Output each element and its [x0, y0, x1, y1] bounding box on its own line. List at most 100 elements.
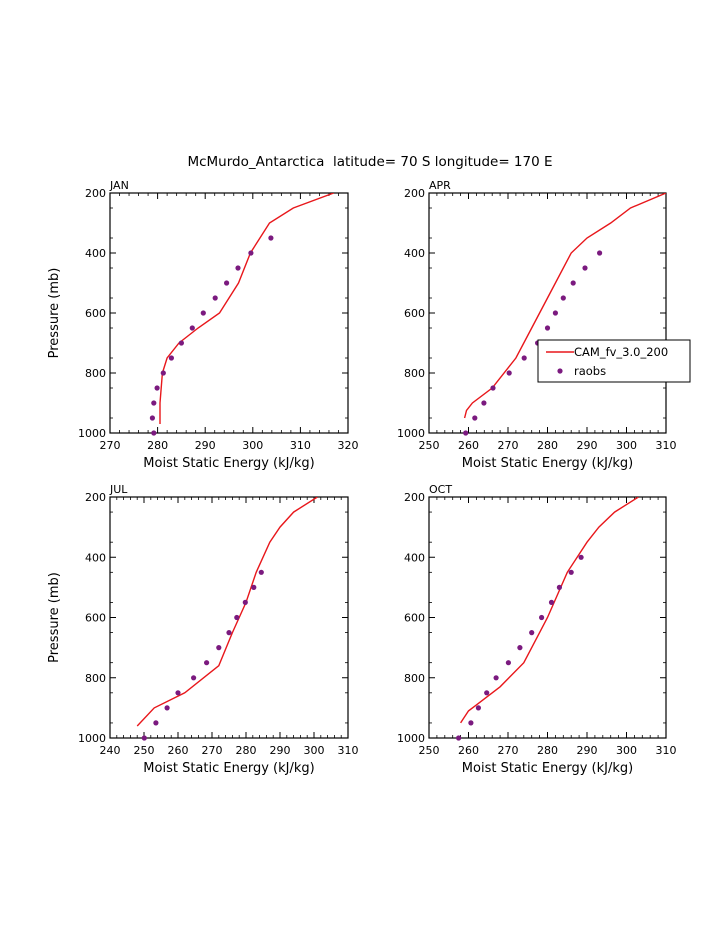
raobs-point: [463, 430, 469, 436]
raobs-point: [468, 720, 474, 726]
x-tick-label: 270: [100, 439, 121, 452]
raobs-point: [529, 630, 535, 636]
raobs-point: [481, 400, 487, 406]
raobs-point: [548, 599, 555, 606]
y-tick-label: 200: [404, 491, 425, 504]
raobs-point: [151, 430, 157, 436]
model-line: [460, 497, 639, 724]
raobs-point: [521, 355, 527, 361]
raobs-point: [251, 584, 257, 591]
y-tick-label: 1000: [397, 427, 425, 440]
x-tick-label: 280: [537, 439, 558, 452]
x-tick-label: 260: [458, 744, 479, 757]
raobs-point: [578, 554, 584, 560]
raobs-point: [568, 569, 574, 575]
x-tick-label: 250: [419, 744, 440, 757]
raobs-point: [212, 295, 218, 301]
raobs-point: [235, 265, 241, 271]
raobs-point: [242, 599, 248, 606]
x-tick-label: 310: [290, 439, 311, 452]
model-line: [463, 193, 666, 419]
x-tick-label: 240: [100, 744, 121, 757]
raobs-point: [168, 355, 174, 361]
panel-label: OCT: [429, 483, 452, 496]
raobs-point: [552, 310, 559, 316]
y-tick-label: 1000: [78, 732, 106, 745]
y-tick-label: 800: [85, 367, 106, 380]
raobs-point: [204, 660, 210, 666]
legend-box: [537, 339, 691, 383]
raobs-point: [505, 660, 511, 666]
raobs-point: [582, 265, 588, 271]
raobs-point: [224, 280, 230, 286]
y-tick-label: 200: [85, 491, 106, 504]
y-tick-label: 600: [404, 612, 425, 625]
y-axis-label: Pressure (mb): [47, 572, 62, 663]
x-tick-label: 270: [498, 744, 519, 757]
x-tick-label: 290: [270, 744, 291, 757]
raobs-point: [151, 400, 157, 406]
x-tick-label: 280: [236, 744, 257, 757]
x-axis-label: Moist Static Energy (kJ/kg): [462, 456, 633, 471]
raobs-point: [517, 645, 523, 651]
x-tick-label: 300: [616, 744, 637, 757]
x-tick-label: 260: [168, 744, 189, 757]
x-tick-label: 280: [147, 439, 168, 452]
raobs-point: [490, 385, 496, 391]
legend-label-model: CAM_fv_3.0_200: [574, 345, 668, 359]
x-tick-label: 300: [304, 744, 325, 757]
raobs-point: [597, 250, 603, 256]
y-tick-label: 800: [404, 672, 425, 685]
raobs-point: [149, 415, 155, 421]
raobs-point: [154, 385, 160, 391]
legend-point-swatch: [557, 368, 563, 374]
raobs-point: [175, 690, 181, 696]
y-tick-label: 600: [404, 307, 425, 320]
raobs-point: [539, 614, 545, 621]
panel-label: JUL: [109, 483, 128, 496]
x-tick-label: 290: [577, 744, 598, 757]
y-tick-label: 200: [85, 187, 106, 200]
x-tick-label: 260: [458, 439, 479, 452]
x-tick-label: 310: [338, 744, 359, 757]
raobs-point: [141, 735, 147, 741]
y-tick-label: 400: [85, 551, 106, 564]
x-tick-label: 320: [338, 439, 359, 452]
y-axis-label: Pressure (mb): [47, 268, 62, 359]
raobs-point: [153, 720, 159, 726]
raobs-point: [234, 614, 240, 621]
panel-apr: APR 250 260 270 280 290 300 310 200 400 600 800 1000…: [397, 179, 691, 471]
raobs-point: [556, 584, 563, 591]
raobs-point: [258, 569, 264, 575]
y-tick-label: 800: [404, 367, 425, 380]
x-tick-label: 250: [419, 439, 440, 452]
x-tick-label: 290: [195, 439, 216, 452]
x-tick-label: 270: [498, 439, 519, 452]
x-tick-label: 310: [656, 439, 677, 452]
raobs-point: [506, 370, 512, 376]
x-axis-label: Moist Static Energy (kJ/kg): [462, 761, 633, 776]
y-tick-label: 600: [85, 307, 106, 320]
x-tick-label: 310: [656, 744, 677, 757]
y-tick-label: 1000: [78, 427, 106, 440]
plot-frame: [428, 192, 667, 434]
x-tick-label: 300: [616, 439, 637, 452]
legend-label-raobs: raobs: [574, 364, 606, 378]
x-tick-label: 250: [134, 744, 155, 757]
raobs-point: [472, 415, 478, 421]
raobs-point: [475, 705, 481, 711]
raobs-point: [189, 325, 195, 331]
y-tick-label: 400: [85, 247, 106, 260]
raobs-point: [200, 310, 206, 316]
raobs-point: [216, 645, 222, 651]
raobs-point: [178, 340, 184, 346]
plot-frame: [109, 496, 349, 739]
y-tick-label: 400: [404, 247, 425, 260]
raobs-point: [248, 250, 254, 256]
raobs-point: [268, 235, 274, 241]
raobs-point: [570, 280, 576, 286]
panel-oct: OCT 250 260 270 280 290 300 310 200 400 600 800 1000…: [397, 483, 677, 776]
y-tick-label: 1000: [397, 732, 425, 745]
